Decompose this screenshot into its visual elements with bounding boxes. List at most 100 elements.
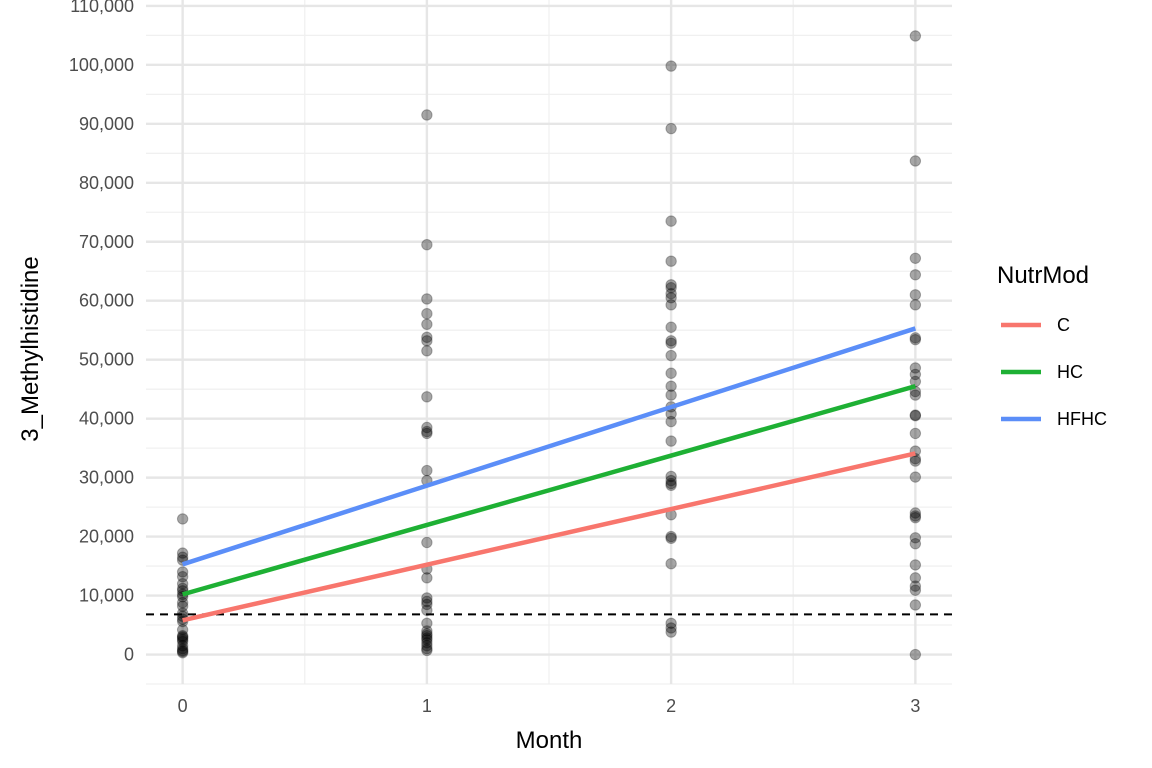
data-point xyxy=(421,427,433,440)
data-point xyxy=(665,558,677,570)
data-point xyxy=(909,572,922,584)
data-point xyxy=(421,639,433,652)
data-point xyxy=(176,600,189,612)
data-point xyxy=(176,570,189,583)
data-point xyxy=(421,644,433,657)
data-point xyxy=(421,625,433,637)
data-point xyxy=(665,60,677,72)
data-point xyxy=(909,510,922,522)
y-tick-label: 110,000 xyxy=(70,0,134,16)
trend-line-hfhc xyxy=(181,326,917,567)
data-point xyxy=(909,289,922,301)
data-point xyxy=(421,634,433,646)
data-point xyxy=(421,425,433,438)
data-point xyxy=(421,464,433,477)
data-point xyxy=(176,629,189,642)
data-point xyxy=(421,345,433,357)
data-point xyxy=(665,367,677,379)
y-tick-label: 40,000 xyxy=(79,409,134,429)
data-point xyxy=(909,455,922,467)
data-point xyxy=(665,349,677,362)
data-point xyxy=(176,632,189,644)
data-point xyxy=(909,362,922,374)
data-point xyxy=(909,427,922,440)
legend-label-hfhc: HFHC xyxy=(1057,409,1107,429)
x-tick-label: 1 xyxy=(422,696,432,716)
data-point xyxy=(421,617,433,629)
data-point xyxy=(176,513,189,525)
data-point xyxy=(421,293,433,305)
data-point xyxy=(665,380,677,392)
data-point xyxy=(421,632,433,644)
data-point xyxy=(665,470,677,483)
data-point xyxy=(421,536,433,549)
y-tick-label: 50,000 xyxy=(79,350,134,370)
trend-line-hc xyxy=(182,384,916,597)
data-point xyxy=(176,578,189,590)
data-point xyxy=(665,321,677,333)
data-point xyxy=(665,617,677,629)
data-point xyxy=(909,333,922,346)
data-point xyxy=(665,255,677,267)
data-point xyxy=(176,596,189,609)
data-point xyxy=(665,435,677,447)
x-axis-tick-labels: 0 1 2 3 xyxy=(178,696,921,716)
data-point xyxy=(665,287,677,300)
data-point xyxy=(421,629,433,642)
y-tick-label: 60,000 xyxy=(79,291,134,311)
data-point xyxy=(665,477,677,490)
y-tick-label: 20,000 xyxy=(79,527,134,547)
data-point xyxy=(909,532,922,544)
data-point xyxy=(909,410,922,422)
data-point xyxy=(421,642,433,655)
data-point xyxy=(421,109,433,121)
x-tick-label: 2 xyxy=(666,696,676,716)
data-point xyxy=(176,644,189,657)
data-point xyxy=(665,122,677,135)
data-point xyxy=(665,479,677,491)
data-point xyxy=(909,30,922,42)
data-point xyxy=(176,624,189,636)
legend: NutrMod C HC HFHC xyxy=(997,262,1107,429)
legend-label-c: C xyxy=(1057,315,1070,335)
data-point xyxy=(665,299,677,311)
data-point xyxy=(909,599,922,611)
data-point xyxy=(665,622,677,634)
minor-gridlines xyxy=(146,0,952,685)
data-point xyxy=(909,507,922,519)
data-point xyxy=(421,572,433,584)
data-point xyxy=(421,391,433,403)
data-point xyxy=(421,331,433,343)
data-point xyxy=(665,282,677,294)
data-point xyxy=(421,598,433,611)
data-point xyxy=(665,389,677,401)
y-tick-label: 70,000 xyxy=(79,232,134,252)
data-point xyxy=(176,647,189,659)
data-point xyxy=(421,628,433,640)
y-axis-tick-labels: 0 10,000 20,000 30,000 40,000 50,000 60,000 70,… xyxy=(69,0,134,665)
data-point xyxy=(176,642,189,655)
data-point xyxy=(909,269,922,281)
data-point xyxy=(421,592,433,604)
x-tick-label: 0 xyxy=(178,696,188,716)
data-point xyxy=(665,292,677,304)
data-point xyxy=(909,648,922,661)
data-point xyxy=(909,471,922,483)
legend-label-hc: HC xyxy=(1057,362,1083,382)
data-point xyxy=(421,595,433,608)
data-point xyxy=(176,631,189,643)
data-point xyxy=(421,239,433,251)
y-tick-label: 90,000 xyxy=(79,114,134,134)
data-point xyxy=(665,530,677,543)
x-axis-title: Month xyxy=(516,727,583,754)
data-point xyxy=(665,474,677,487)
data-point xyxy=(909,252,922,264)
data-point xyxy=(909,580,922,592)
data-point xyxy=(665,337,677,349)
data-point xyxy=(909,537,922,550)
y-tick-label: 100,000 xyxy=(69,55,134,75)
trend-line-c xyxy=(182,451,916,623)
data-point xyxy=(909,332,922,344)
data-point xyxy=(421,604,433,616)
